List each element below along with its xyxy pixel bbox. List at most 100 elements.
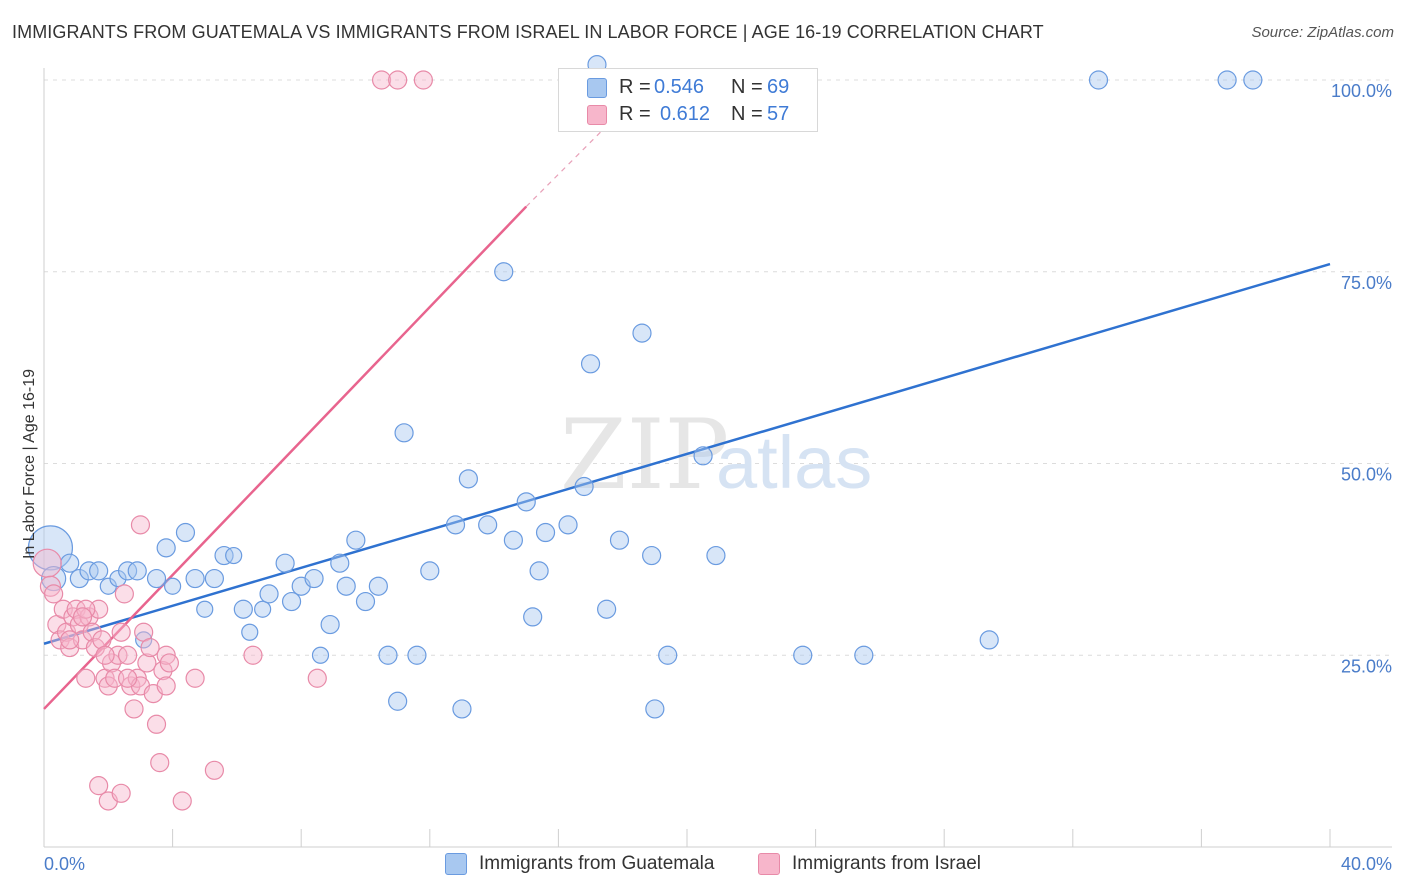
legend-swatch-israel bbox=[587, 105, 607, 125]
legend-r-value: 0.546 bbox=[654, 75, 705, 98]
israel-point bbox=[127, 668, 147, 688]
guatemala-point bbox=[445, 515, 466, 535]
israel-point bbox=[185, 668, 205, 688]
source-credit: Source: ZipAtlas.com bbox=[1251, 24, 1394, 41]
israel-point bbox=[150, 753, 170, 773]
israel-point bbox=[413, 70, 433, 90]
israel-point bbox=[137, 653, 157, 673]
y-tick-label-75: 75.0% bbox=[1341, 273, 1392, 293]
guatemala-point bbox=[355, 591, 376, 612]
y-axis-label: In Labor Force | Age 16-19 bbox=[21, 369, 38, 559]
legend-r-label: R = bbox=[619, 75, 651, 98]
guatemala-point bbox=[89, 561, 109, 581]
guatemala-point bbox=[320, 614, 340, 635]
legend-r-value: 0.612 bbox=[660, 102, 711, 125]
guatemala-point bbox=[127, 561, 147, 581]
trend-lines bbox=[43, 125, 1331, 710]
israel-point bbox=[117, 645, 138, 665]
guatemala-point bbox=[854, 645, 874, 665]
chart-title: IMMIGRANTS FROM GUATEMALA VS IMMIGRANTS … bbox=[12, 22, 1044, 42]
israel-point bbox=[95, 645, 115, 665]
guatemala-point bbox=[225, 546, 243, 565]
guatemala-point bbox=[642, 545, 662, 566]
israel-point bbox=[92, 630, 112, 650]
legend-n-value: 57 bbox=[767, 102, 790, 125]
israel-point bbox=[111, 783, 131, 803]
guatemala-point bbox=[204, 568, 224, 589]
israel-point bbox=[72, 607, 93, 627]
guatemala-point bbox=[275, 553, 295, 573]
israel-point bbox=[101, 653, 122, 673]
israel-point bbox=[76, 668, 96, 688]
guatemala-point bbox=[597, 599, 617, 619]
guatemala-point bbox=[503, 530, 523, 550]
guatemala-point bbox=[1243, 70, 1263, 90]
guatemala-point bbox=[388, 691, 408, 711]
guatemala-point bbox=[378, 645, 398, 665]
guatemala-point bbox=[175, 522, 196, 543]
series-israel-points bbox=[32, 70, 433, 811]
guatemala-point bbox=[1217, 70, 1237, 90]
guatemala-point bbox=[609, 530, 630, 550]
guatemala-point bbox=[164, 577, 182, 595]
bottom-legend-swatch-guatemala bbox=[445, 853, 467, 875]
legend-n-label: N = bbox=[731, 75, 763, 98]
guatemala-point bbox=[79, 561, 99, 581]
watermark-zip: ZIP bbox=[560, 399, 729, 511]
guatemala-point bbox=[420, 561, 440, 581]
guatemala-point bbox=[645, 699, 665, 719]
guatemala-point bbox=[281, 591, 302, 612]
guatemala-point bbox=[706, 545, 726, 566]
guatemala-point bbox=[580, 354, 601, 374]
guatemala-point bbox=[330, 553, 350, 573]
israel-point bbox=[204, 760, 224, 780]
israel-point bbox=[388, 70, 408, 90]
watermark: ZIP atlas bbox=[560, 399, 872, 511]
israel-point bbox=[117, 668, 138, 688]
guatemala-point bbox=[516, 492, 536, 512]
y-tick-label-100: 100.0% bbox=[1331, 81, 1392, 101]
israel-point bbox=[159, 653, 179, 673]
israel-point bbox=[114, 584, 134, 604]
guatemala-point bbox=[346, 530, 366, 550]
guatemala-point bbox=[41, 565, 67, 592]
guatemala-point bbox=[458, 469, 478, 489]
israel-point bbox=[50, 630, 70, 650]
guatemala-point bbox=[558, 515, 578, 535]
israel-point bbox=[60, 630, 80, 650]
israel-trend-extension bbox=[525, 125, 608, 207]
legend-r-label: R = bbox=[619, 102, 651, 125]
israel-point bbox=[79, 607, 99, 627]
guatemala-point bbox=[1088, 70, 1109, 90]
israel-point bbox=[172, 791, 192, 811]
guatemala-point bbox=[632, 323, 652, 343]
grid-lines bbox=[44, 79, 1392, 656]
guatemala-point bbox=[523, 607, 543, 627]
guatemala-point bbox=[254, 600, 272, 618]
guatemala-point bbox=[574, 476, 594, 497]
guatemala-point bbox=[979, 630, 999, 650]
israel-point bbox=[111, 622, 131, 642]
bottom-legend-guatemala: Immigrants from Guatemala bbox=[445, 852, 714, 876]
guatemala-point bbox=[156, 538, 176, 558]
guatemala-point bbox=[60, 553, 80, 573]
series-guatemala-points bbox=[27, 55, 1263, 719]
israel-point bbox=[156, 645, 176, 665]
israel-point bbox=[124, 699, 144, 719]
y-tick-label-25: 25.0% bbox=[1341, 656, 1392, 676]
bottom-legend-label-guatemala: Immigrants from Guatemala bbox=[479, 853, 715, 874]
guatemala-point bbox=[658, 645, 678, 665]
israel-point bbox=[130, 515, 151, 535]
bottom-legend-label-israel: Immigrants from Israel bbox=[792, 853, 981, 874]
israel-point bbox=[156, 676, 176, 696]
israel-point bbox=[85, 637, 106, 658]
guatemala-point bbox=[494, 262, 514, 282]
guatemala-point bbox=[196, 600, 214, 618]
guatemala-point bbox=[535, 522, 556, 543]
guatemala-point bbox=[214, 545, 234, 566]
guatemala-point bbox=[241, 623, 259, 641]
guatemala-point bbox=[311, 646, 330, 664]
guatemala-point bbox=[529, 561, 549, 581]
israel-point bbox=[146, 714, 167, 734]
